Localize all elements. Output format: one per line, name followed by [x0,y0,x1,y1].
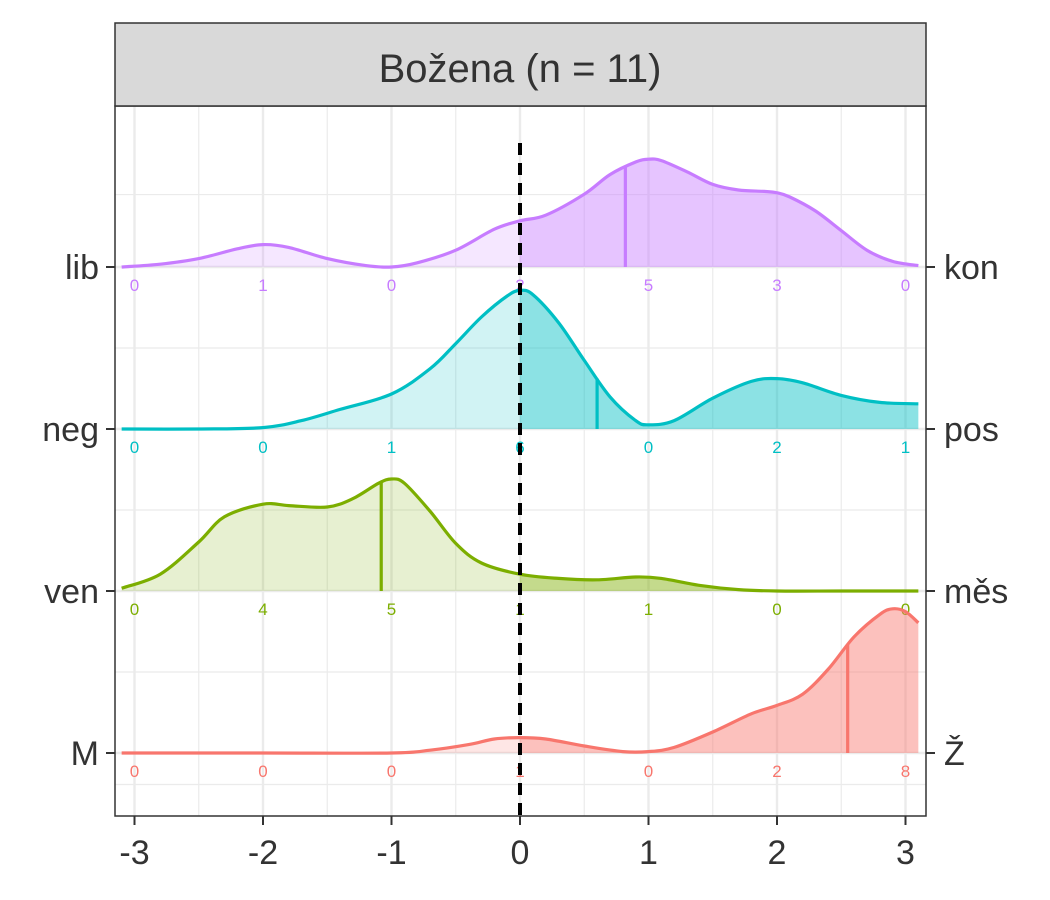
density-line [121,477,919,593]
x-axis: -3 -2 -1 0 1 2 3 [119,816,915,872]
density-fill-left [121,737,520,754]
count-label: 0 [130,276,139,295]
ridge-lib-kon: 0102530 [121,157,919,295]
count-label: 0 [901,276,910,295]
y-label-left: lib [65,249,99,287]
count-label: 0 [130,762,139,781]
count-label: 0 [644,762,653,781]
count-label: 0 [387,276,396,295]
x-tick-label: 2 [768,834,787,872]
count-label: 2 [772,762,781,781]
count-label: 8 [901,762,910,781]
count-label: 0 [644,438,653,457]
count-label: 0 [130,438,139,457]
count-label: 0 [772,600,781,619]
y-label-right: pos [944,411,999,449]
count-label: 1 [644,600,653,619]
count-label: 0 [387,762,396,781]
count-label: 1 [901,438,910,457]
density-line [121,607,920,755]
facet-title: Božena (n = 11) [379,47,662,91]
density-line [121,288,919,431]
x-tick-label: 0 [511,834,530,872]
density-fill-right [520,608,919,753]
count-label: 0 [901,600,910,619]
ridge-M-Ž: 0001028 [121,607,920,781]
density-fill-right [520,158,919,267]
x-tick-label: -1 [376,834,406,872]
facet-strip [114,22,927,107]
y-label-left: ven [44,573,99,611]
count-label: 5 [644,276,653,295]
x-tick-label: -2 [248,834,278,872]
y-label-right: měs [944,573,1008,611]
count-label: 1 [387,438,396,457]
x-tick-label: 1 [639,834,658,872]
density-line [121,157,919,269]
y-label-left: M [71,735,99,773]
y-label-left: neg [42,411,99,449]
count-label: 0 [130,600,139,619]
count-label: 0 [258,762,267,781]
count-label: 0 [258,438,267,457]
density-fill-left [121,290,520,430]
density-fill-left [121,478,520,591]
density-fill-right [520,290,919,429]
density-fill-left [121,220,520,268]
y-axis-right: kon pos měs Ž [926,249,1008,773]
ridge-ven-měs: 0451100 [121,477,919,619]
count-label: 2 [772,438,781,457]
count-label: 3 [772,276,781,295]
count-label: 5 [387,600,396,619]
y-axis-left: lib neg ven M [42,249,115,773]
x-tick-label: 3 [896,834,915,872]
x-tick-label: -3 [119,834,149,872]
ridges: 0102530001602104511000001028 [121,157,920,781]
count-label: 1 [258,276,267,295]
count-label: 4 [258,600,267,619]
y-label-right: Ž [944,735,965,773]
y-label-right: kon [944,249,999,287]
